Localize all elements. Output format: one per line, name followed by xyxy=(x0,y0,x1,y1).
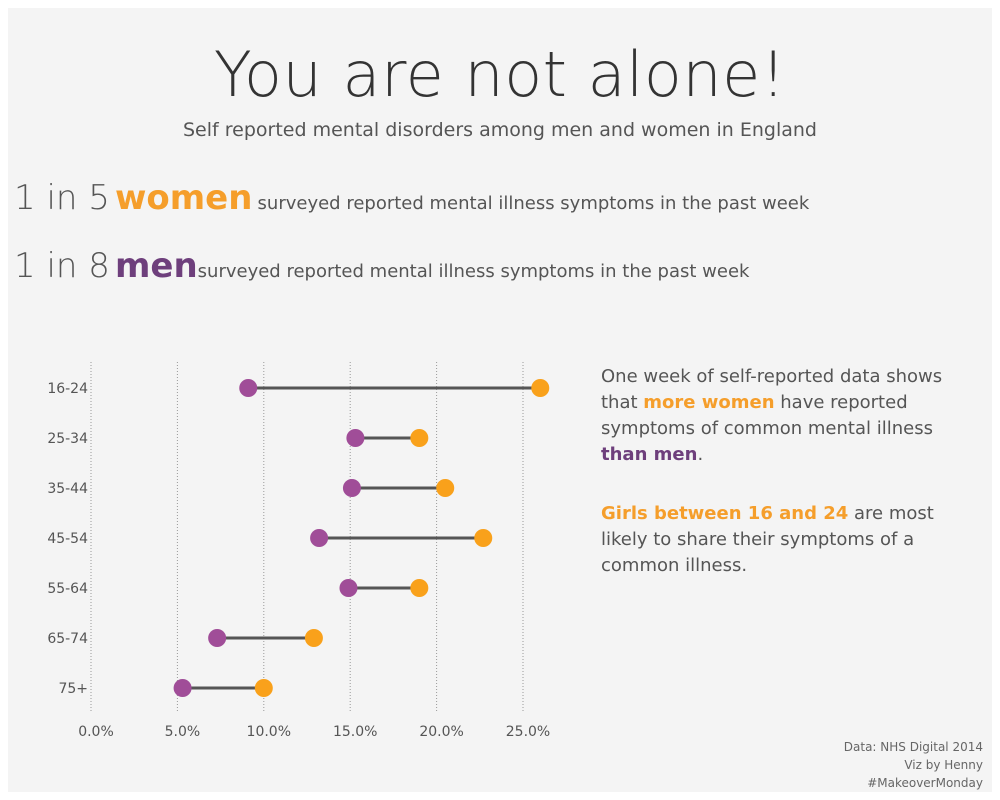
note2-highlight-girls: Girls between 16 and 24 xyxy=(601,503,849,524)
stat-women-prefix: 1 in 5 xyxy=(14,178,110,218)
stat-men-prefix: 1 in 8 xyxy=(14,246,110,286)
women-point xyxy=(474,529,493,547)
men-point xyxy=(173,679,192,697)
category-label: 16-24 xyxy=(47,381,88,397)
credit-data-source: Data: NHS Digital 2014 xyxy=(843,740,983,754)
category-label: 45-54 xyxy=(47,531,88,547)
note1-part-e: . xyxy=(697,444,704,465)
x-tick-label: 10.0% xyxy=(247,724,291,740)
page-title: You are not alone! xyxy=(213,38,787,111)
women-point xyxy=(531,379,550,397)
note1-part-c: have reported symptoms of common mental … xyxy=(601,392,933,439)
men-point xyxy=(208,629,227,647)
stat-men-text: surveyed reported mental illness symptom… xyxy=(197,261,750,282)
x-tick-label: 25.0% xyxy=(506,724,550,740)
women-point xyxy=(254,679,273,697)
stat-women: 1 in 5 women surveyed reported mental il… xyxy=(14,178,809,218)
note1-highlight-men: than men xyxy=(601,444,698,465)
note2-part-b: are most likely to share their symptoms … xyxy=(601,503,934,576)
insight-paragraph-2: Girls between 16 and 24 are most likely … xyxy=(601,501,971,579)
x-tick-label: 5.0% xyxy=(165,724,201,740)
men-point xyxy=(239,379,258,397)
credits: Data: NHS Digital 2014 Viz by Henny #Mak… xyxy=(844,738,983,792)
men-point xyxy=(346,429,365,447)
men-point xyxy=(342,479,361,497)
category-label: 35-44 xyxy=(47,481,88,497)
credit-author: Viz by Henny xyxy=(904,758,983,772)
note1-part-a: One week of self-reported data shows tha… xyxy=(601,366,943,413)
x-tick-label: 15.0% xyxy=(333,724,377,740)
category-label: 25-34 xyxy=(47,431,88,447)
x-tick-label: 20.0% xyxy=(419,724,463,740)
note1-highlight-women: more women xyxy=(643,392,775,413)
women-point xyxy=(436,479,455,497)
stat-women-text: surveyed reported mental illness symptom… xyxy=(257,193,810,214)
dashboard-panel xyxy=(8,8,992,792)
category-label: 65-74 xyxy=(47,631,88,647)
stat-women-group: women xyxy=(114,178,253,218)
stat-men: 1 in 8 mensurveyed reported mental illne… xyxy=(14,246,749,286)
insight-paragraph-1: One week of self-reported data shows tha… xyxy=(601,364,971,468)
category-label: 55-64 xyxy=(47,581,88,597)
women-point xyxy=(410,429,429,447)
women-point xyxy=(304,629,323,647)
women-point xyxy=(410,579,429,597)
men-point xyxy=(310,529,329,547)
stat-men-group: men xyxy=(114,246,198,286)
x-tick-label: 0.0% xyxy=(78,724,114,740)
men-point xyxy=(339,579,358,597)
credit-hashtag: #MakeoverMonday xyxy=(867,776,983,790)
page-subtitle: Self reported mental disorders among men… xyxy=(183,119,817,141)
category-label: 75+ xyxy=(58,681,88,697)
